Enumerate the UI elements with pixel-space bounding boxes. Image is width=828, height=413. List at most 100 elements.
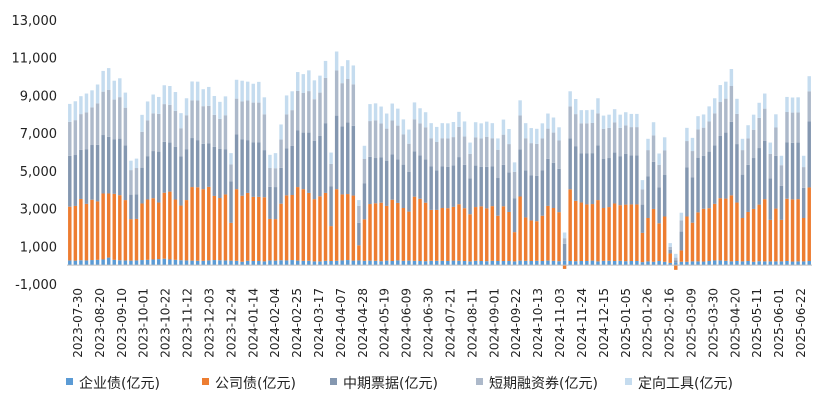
bar-segment-series-1 — [379, 202, 383, 262]
bar-segment-series-3 — [796, 112, 800, 143]
y-tick-label: 7,000 — [20, 127, 57, 142]
bar-segment-series-3 — [68, 121, 72, 156]
legend-swatch — [476, 378, 483, 385]
bar-segment-series-2 — [184, 149, 189, 201]
bar-segment-series-0 — [523, 260, 528, 266]
bar-segment-series-1 — [334, 189, 339, 261]
bar-segment-series-2 — [601, 158, 606, 209]
bar-segment-series-3 — [145, 120, 150, 157]
bar-segment-series-0 — [540, 260, 545, 266]
bar-segment-series-0 — [551, 260, 556, 266]
bar-segment-series-1 — [262, 197, 267, 262]
bar-segment-series-4 — [562, 232, 567, 239]
bar-segment-series-2 — [451, 165, 456, 207]
bar-segment-series-3 — [179, 128, 183, 157]
bar-segment-series-4 — [401, 119, 406, 135]
bar-segment-series-0 — [651, 261, 656, 266]
bar-segment-series-0 — [134, 260, 139, 266]
bar-segment-series-4 — [418, 108, 422, 124]
bar-segment-series-1 — [679, 250, 684, 262]
bar-segment-series-2 — [368, 156, 372, 205]
bar-segment-series-1 — [173, 199, 178, 260]
bar-segment-series-3 — [73, 120, 78, 156]
bar-segment-series-4 — [273, 153, 278, 169]
bar-segment-series-1 — [640, 232, 645, 263]
bar-segment-series-4 — [407, 129, 411, 144]
y-tick-label: 3,000 — [20, 203, 57, 218]
bar-segment-series-2 — [396, 159, 400, 203]
bar-segment-series-3 — [646, 150, 650, 177]
x-tick-label: 2024-03-17 — [312, 288, 326, 358]
bar-segment-series-1 — [273, 219, 278, 261]
x-tick-label: 2025-05-11 — [750, 288, 764, 358]
bar-segment-series-4 — [90, 90, 94, 108]
bar-segment-series-1 — [635, 204, 639, 261]
bar-segment-series-0 — [329, 260, 333, 266]
bar-segment-series-4 — [284, 95, 289, 115]
bar-segment-series-2 — [401, 164, 406, 208]
x-tick-label: 2025-06-22 — [794, 288, 808, 358]
legend-label: 中期票据(亿元) — [343, 376, 438, 392]
bar-segment-series-0 — [724, 260, 728, 266]
bar-segment-series-4 — [457, 111, 461, 127]
bar-segment-series-1 — [68, 206, 72, 261]
bar-segment-series-1 — [546, 205, 550, 261]
bar-segment-series-2 — [440, 166, 445, 209]
bar-segment-series-2 — [774, 155, 778, 209]
bar-segment-series-1 — [73, 205, 78, 261]
bar-segment-series-4 — [607, 114, 611, 128]
bar-segment-series-1 — [440, 208, 445, 261]
bar-segment-series-1 — [390, 199, 394, 261]
bar-segment-series-1 — [79, 198, 83, 261]
bar-segment-series-2 — [690, 177, 695, 223]
bar-segment-series-3 — [429, 138, 433, 167]
bar-segment-series-0 — [323, 260, 328, 266]
bar-segment-series-1 — [657, 223, 661, 261]
bar-segment-series-0 — [268, 260, 272, 266]
bar-segment-series-4 — [685, 127, 689, 142]
bar-segment-series-0 — [379, 261, 383, 266]
bar-segment-series-1 — [801, 218, 806, 262]
bar-segment-series-4 — [668, 243, 672, 247]
bar-segment-series-2 — [301, 132, 306, 190]
bar-segment-series-0 — [618, 260, 622, 266]
bar-segment-series-4 — [546, 113, 550, 129]
bar-segment-series-2 — [407, 171, 411, 212]
bar-segment-series-0 — [468, 261, 472, 266]
bar-segment-series-0 — [373, 260, 378, 266]
bar-segment-series-2 — [579, 153, 583, 203]
bar-segment-series-2 — [535, 175, 539, 222]
bar-segment-series-1 — [101, 193, 105, 260]
bar-segment-series-0 — [407, 260, 411, 266]
x-tick-label: 2024-05-19 — [378, 288, 392, 358]
bar-segment-series-3 — [112, 99, 116, 140]
bar-segment-series-4 — [501, 119, 506, 135]
bar-segment-series-4 — [807, 76, 811, 92]
bar-segment-series-2 — [240, 139, 244, 196]
bar-segment-series-1 — [195, 187, 200, 261]
bar-segment-series-2 — [195, 140, 200, 188]
bar-segment-series-1 — [573, 200, 578, 262]
bar-segment-series-3 — [674, 257, 678, 261]
bar-segment-series-4 — [518, 100, 522, 116]
bar-segment-series-1 — [140, 203, 144, 261]
bar-segment-series-3 — [451, 137, 456, 166]
bar-segment-series-4 — [384, 113, 389, 129]
bar-segment-series-0 — [157, 259, 161, 266]
bar-segment-series-4 — [535, 128, 539, 144]
bar-segment-series-0 — [145, 259, 150, 266]
bar-segment-series-2 — [340, 126, 344, 195]
bar-segment-series-3 — [512, 171, 517, 199]
bar-segment-series-1 — [423, 202, 428, 262]
bar-segment-series-0 — [412, 260, 417, 266]
bar-segment-series-4 — [568, 91, 572, 107]
bar-segment-series-2 — [479, 166, 483, 207]
legend-item: 中期票据(亿元) — [330, 376, 438, 392]
bar-segment-series-3 — [307, 91, 311, 133]
bar-segment-series-1 — [90, 199, 94, 261]
bar-segment-series-2 — [740, 174, 745, 218]
bar-segment-series-1 — [307, 192, 311, 261]
bar-segment-series-0 — [546, 260, 550, 266]
bar-segment-series-3 — [157, 113, 161, 152]
